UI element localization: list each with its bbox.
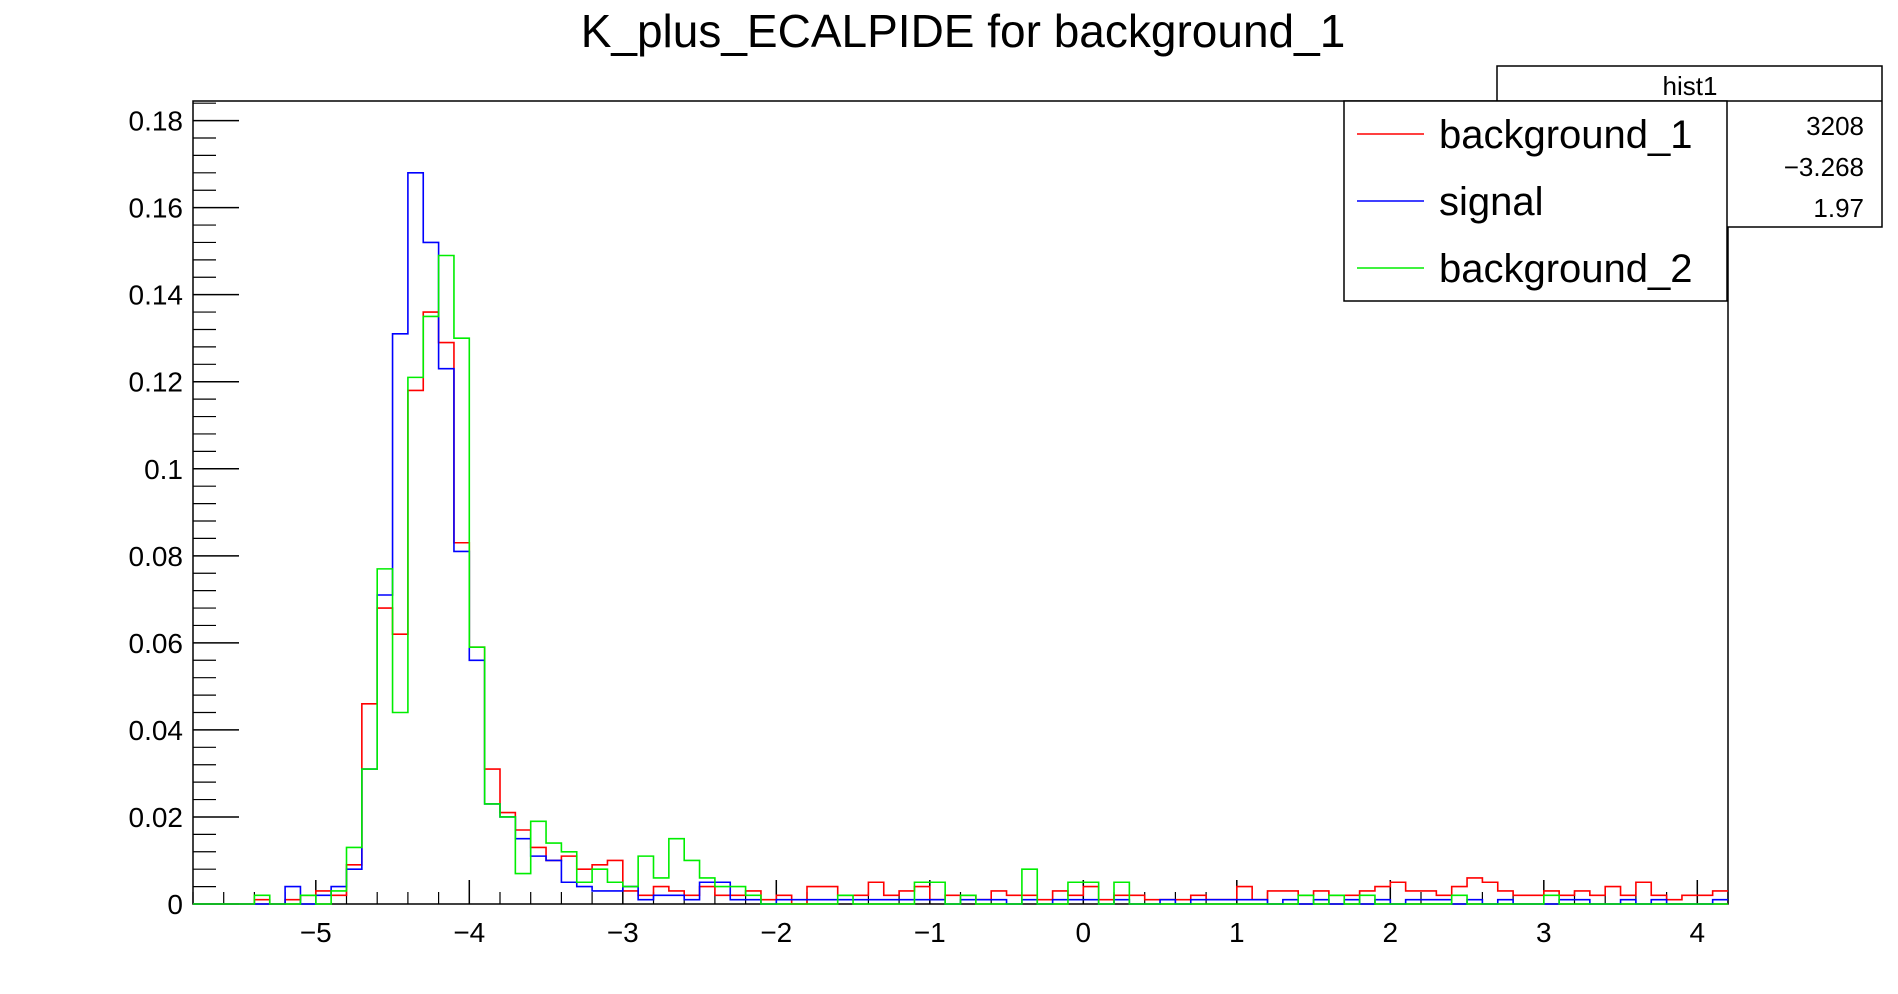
x-tick-label: 3: [1536, 917, 1552, 948]
y-tick-label: 0.1: [144, 454, 183, 485]
y-tick-label: 0.12: [129, 367, 184, 398]
x-tick-label: 1: [1229, 917, 1245, 948]
y-axis: 0 0.02 0.04 0.06 0.08 0.1 0.12 0.14 0.16 0.18: [129, 106, 239, 920]
stats-stddev-value: 1.97: [1813, 193, 1864, 223]
y-tick-label: 0.04: [129, 715, 184, 746]
histogram-series: [193, 172, 1728, 905]
y-tick-label: 0.08: [129, 541, 184, 572]
histogram-line-background-2: [193, 254, 1728, 905]
x-tick-label: 0: [1076, 917, 1092, 948]
y-tick-label: 0.16: [129, 193, 184, 224]
y-tick-label: 0.18: [129, 106, 184, 137]
y-tick-label: 0: [167, 889, 183, 920]
series-background-2: [193, 254, 1728, 905]
stats-mean-value: −3.268: [1784, 152, 1864, 182]
stats-box-title: hist1: [1663, 71, 1718, 101]
legend-label-background-2: background_2: [1439, 247, 1693, 291]
legend-label-background-1: background_1: [1439, 113, 1693, 157]
y-tick-label: 0.14: [129, 280, 184, 311]
x-tick-label: 2: [1383, 917, 1399, 948]
x-axis: −5 −4 −3 −2 −1 0 1 2 3 4: [300, 880, 1705, 948]
y-tick-label: 0.06: [129, 628, 184, 659]
chart-title: K_plus_ECALPIDE for background_1: [581, 5, 1346, 57]
legend-label-signal: signal: [1439, 180, 1544, 224]
x-tick-label: −4: [453, 917, 485, 948]
stats-entries-value: 3208: [1806, 111, 1864, 141]
x-tick-label: −3: [607, 917, 639, 948]
x-tick-label: −1: [914, 917, 946, 948]
legend: background_1 signal background_2: [1343, 100, 1728, 302]
plot-area: 00.020.040.060.080.10.120.140.160.18 −5−…: [129, 100, 1729, 948]
x-tick-label: −2: [760, 917, 792, 948]
y-tick-label: 0.02: [129, 802, 184, 833]
x-tick-label: −5: [300, 917, 332, 948]
y-axis-minor-ticks: [193, 102, 216, 888]
x-tick-label: 4: [1690, 917, 1706, 948]
